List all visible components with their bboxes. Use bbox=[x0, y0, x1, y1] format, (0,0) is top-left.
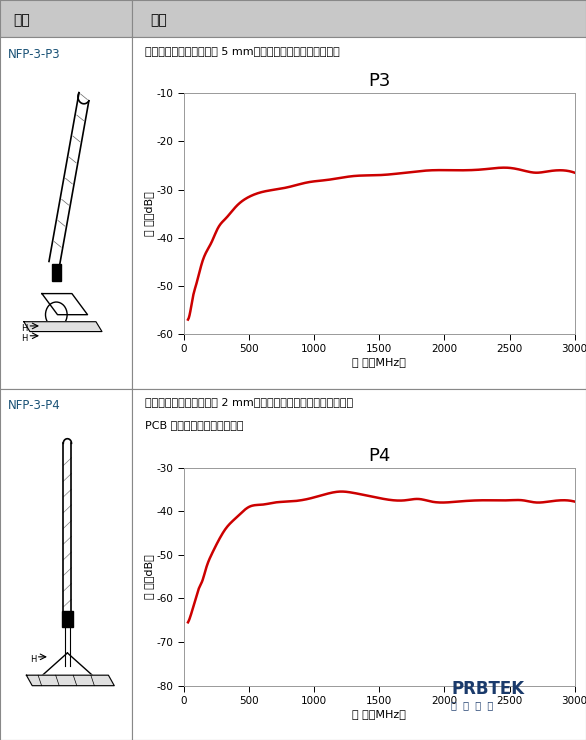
Polygon shape bbox=[26, 675, 114, 686]
Text: 型号: 型号 bbox=[13, 13, 30, 27]
Text: NFP-3-P4: NFP-3-P4 bbox=[8, 399, 61, 412]
Text: 磁场近场探头，分辨率约 5 mm。用于电缆电磁泄漏的测试。: 磁场近场探头，分辨率约 5 mm。用于电缆电磁泄漏的测试。 bbox=[145, 46, 340, 56]
Title: P4: P4 bbox=[368, 447, 390, 465]
Text: H: H bbox=[22, 334, 28, 343]
Bar bbox=[62, 611, 73, 627]
Text: H: H bbox=[30, 655, 36, 664]
Text: 普  科  科  技: 普 科 科 技 bbox=[451, 700, 493, 710]
Polygon shape bbox=[24, 322, 102, 332]
Text: 说明: 说明 bbox=[150, 13, 167, 27]
Title: P3: P3 bbox=[368, 73, 390, 90]
Bar bbox=[52, 264, 61, 281]
Y-axis label: 增 益（dB）: 增 益（dB） bbox=[144, 191, 154, 236]
Text: PCB 布线产生的电磁场测试。: PCB 布线产生的电磁场测试。 bbox=[145, 420, 244, 430]
Text: 磁场近场探头，分辨率约 2 mm。可检测垂直方向上的磁场；用于: 磁场近场探头，分辨率约 2 mm。可检测垂直方向上的磁场；用于 bbox=[145, 397, 353, 407]
Text: NFP-3-P3: NFP-3-P3 bbox=[8, 47, 60, 61]
X-axis label: 频 率（MHz）: 频 率（MHz） bbox=[352, 357, 406, 367]
Text: PRBTEK: PRBTEK bbox=[451, 680, 524, 698]
X-axis label: 频 率（MHz）: 频 率（MHz） bbox=[352, 709, 406, 719]
Text: H: H bbox=[22, 324, 28, 333]
Y-axis label: 增 益（dB）: 增 益（dB） bbox=[144, 554, 154, 599]
